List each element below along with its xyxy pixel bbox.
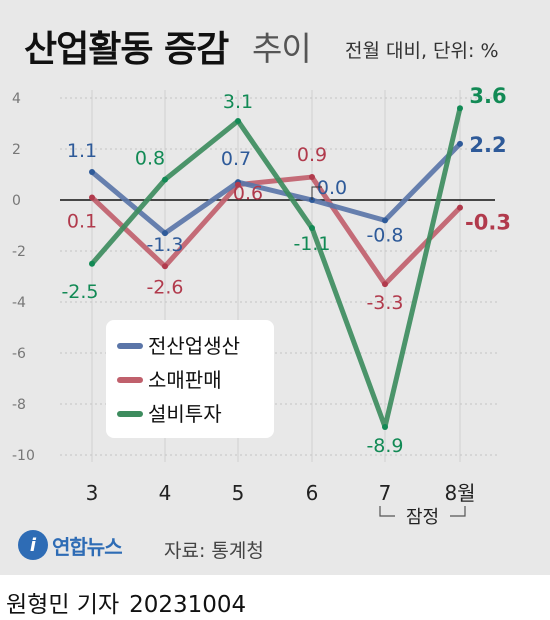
data-label: -1.3 xyxy=(146,234,183,256)
series-line-2 xyxy=(89,174,463,287)
y-tick-label: -6 xyxy=(12,346,26,362)
data-point xyxy=(235,117,241,124)
y-tick-label: 0 xyxy=(12,193,21,209)
y-tick-label: -10 xyxy=(12,448,35,464)
data-label: 0.7 xyxy=(221,148,251,170)
data-point xyxy=(89,260,95,267)
legend-label: 소매판매 xyxy=(148,368,222,392)
label-leader xyxy=(311,186,322,200)
legend-box xyxy=(106,320,274,438)
chart-subtitle: 추이 xyxy=(252,29,312,68)
x-tick-label: 3 xyxy=(86,481,99,505)
author-line: 원형민 기자 20231004 xyxy=(6,585,246,619)
provisional-label: 잠정 xyxy=(406,507,439,528)
data-label: 0.9 xyxy=(297,144,327,166)
x-tick-label: 8월 xyxy=(444,481,475,505)
data-point xyxy=(162,230,168,237)
data-label: -1.1 xyxy=(293,233,330,255)
series-line-3 xyxy=(89,105,463,430)
logo-text: 연합뉴스 xyxy=(52,534,123,559)
data-label: -0.8 xyxy=(366,224,403,246)
author-name: 원형민 기자 xyxy=(6,592,120,618)
data-label: 1.1 xyxy=(67,140,97,162)
data-label: 0.1 xyxy=(67,210,97,232)
data-point xyxy=(382,423,388,430)
unit-label: 전월 대비, 단위: % xyxy=(345,40,499,62)
legend-label: 전산업생산 xyxy=(148,334,240,358)
data-label: -8.9 xyxy=(366,435,403,457)
x-tick-label: 4 xyxy=(159,481,172,505)
y-tick-label: 2 xyxy=(12,142,21,158)
data-label: 2.2 xyxy=(469,133,506,157)
publish-date: 20231004 xyxy=(129,592,247,618)
data-point xyxy=(162,263,168,270)
provisional-bracket-left xyxy=(379,506,395,517)
yonhap-logo: i 연합뉴스 xyxy=(18,530,123,560)
data-label: -0.3 xyxy=(465,211,511,235)
data-point xyxy=(382,217,388,224)
data-point xyxy=(382,281,388,288)
data-point xyxy=(235,181,241,188)
data-label: 3.6 xyxy=(469,84,506,108)
data-point xyxy=(457,140,463,147)
data-label: 3.1 xyxy=(223,91,253,113)
data-label: 0.8 xyxy=(135,148,165,170)
logo-mark-icon: i xyxy=(18,530,48,560)
y-tick-label: -4 xyxy=(12,295,26,311)
chart-title: 산업활동 증감 xyxy=(24,29,229,70)
provisional-bracket-right xyxy=(450,506,466,517)
legend-label: 설비투자 xyxy=(148,402,222,426)
x-tick-label: 5 xyxy=(232,481,245,505)
data-label: -2.5 xyxy=(61,281,98,303)
y-tick-label: -8 xyxy=(12,397,26,413)
data-point xyxy=(162,176,168,183)
y-tick-label: 4 xyxy=(12,91,21,107)
data-point xyxy=(309,225,315,232)
data-label: -3.3 xyxy=(366,292,403,314)
data-point xyxy=(457,105,463,112)
data-point xyxy=(457,204,463,211)
x-tick-label: 6 xyxy=(306,481,319,505)
data-point xyxy=(89,168,95,175)
data-label: -2.6 xyxy=(146,276,183,298)
data-point xyxy=(89,194,95,201)
data-point xyxy=(309,174,315,181)
x-tick-label: 7 xyxy=(379,481,392,505)
data-label: 0.0 xyxy=(317,177,347,199)
source-label: 자료: 통계청 xyxy=(164,540,264,562)
data-label: 0.6 xyxy=(233,183,263,205)
y-tick-label: -2 xyxy=(12,244,26,260)
series-line-1 xyxy=(89,141,463,236)
